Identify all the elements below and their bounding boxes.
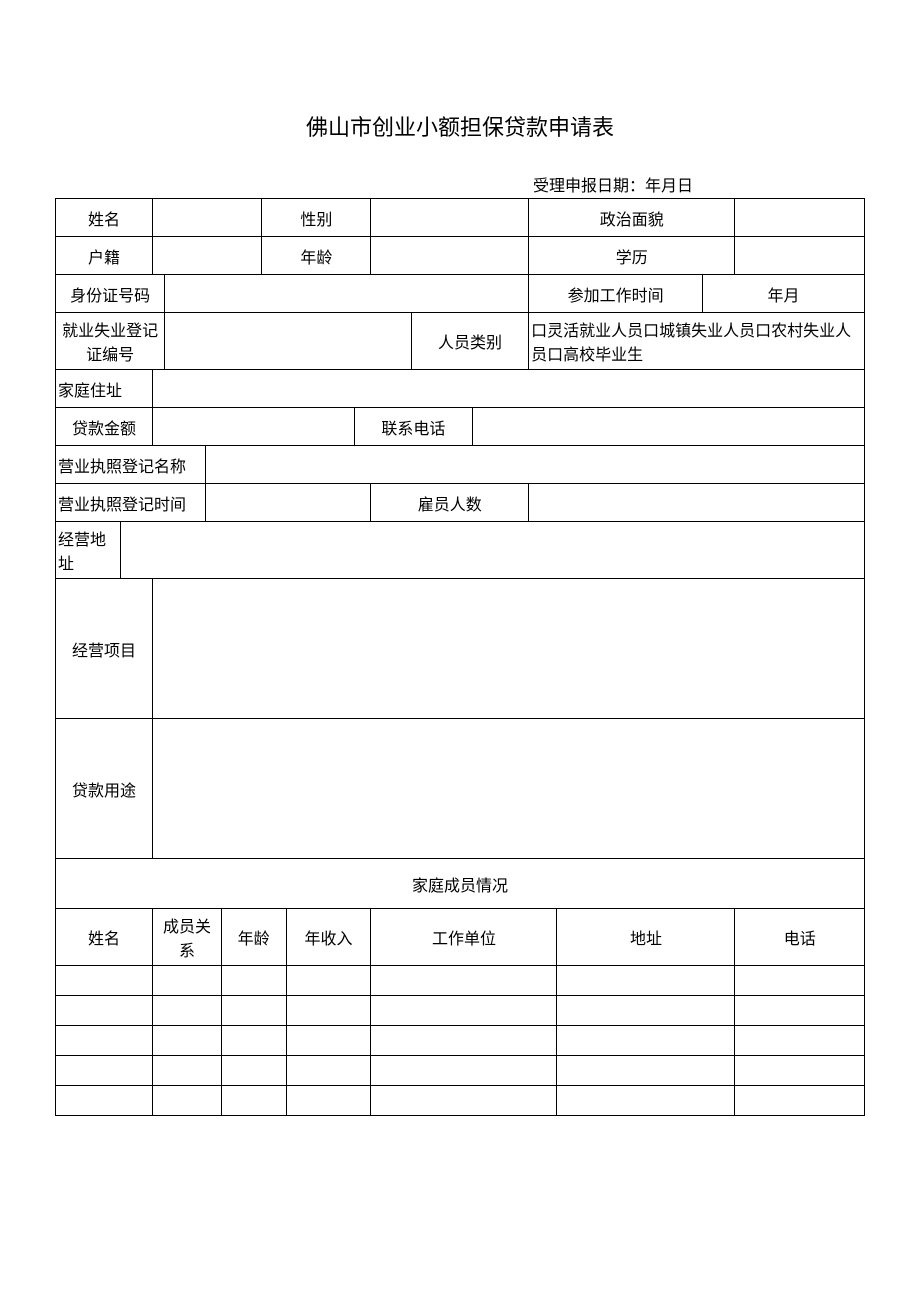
family-work-unit-cell[interactable] bbox=[371, 1026, 557, 1056]
field-biz-license-time[interactable] bbox=[205, 484, 371, 522]
family-row bbox=[56, 966, 865, 996]
family-phone-cell[interactable] bbox=[735, 1086, 865, 1116]
field-age[interactable] bbox=[371, 237, 529, 275]
family-address-cell[interactable] bbox=[557, 1026, 735, 1056]
label-family-phone: 电话 bbox=[735, 909, 865, 966]
family-name-cell[interactable] bbox=[56, 1026, 153, 1056]
family-row bbox=[56, 1056, 865, 1086]
family-relation-cell[interactable] bbox=[153, 1086, 222, 1116]
label-employee-count: 雇员人数 bbox=[371, 484, 529, 522]
label-family-age: 年龄 bbox=[221, 909, 286, 966]
field-employee-count[interactable] bbox=[529, 484, 865, 522]
family-income-cell[interactable] bbox=[286, 1026, 371, 1056]
label-political: 政治面貌 bbox=[529, 199, 735, 237]
label-biz-address: 经营地址 bbox=[56, 522, 121, 579]
family-name-cell[interactable] bbox=[56, 1086, 153, 1116]
field-id-number[interactable] bbox=[165, 275, 529, 313]
family-age-cell[interactable] bbox=[221, 1026, 286, 1056]
label-household: 户籍 bbox=[56, 237, 153, 275]
family-phone-cell[interactable] bbox=[735, 1026, 865, 1056]
family-name-cell[interactable] bbox=[56, 1056, 153, 1086]
label-family-name: 姓名 bbox=[56, 909, 153, 966]
family-relation-cell[interactable] bbox=[153, 966, 222, 996]
label-unemployment-cert: 就业失业登记证编号 bbox=[56, 313, 165, 370]
family-name-cell[interactable] bbox=[56, 966, 153, 996]
field-home-address[interactable] bbox=[153, 370, 865, 408]
label-education: 学历 bbox=[529, 237, 735, 275]
family-age-cell[interactable] bbox=[221, 996, 286, 1026]
label-id-number: 身份证号码 bbox=[56, 275, 165, 313]
field-loan-purpose[interactable] bbox=[153, 719, 865, 859]
family-address-cell[interactable] bbox=[557, 966, 735, 996]
label-family-work-unit: 工作单位 bbox=[371, 909, 557, 966]
field-work-start[interactable]: 年月 bbox=[703, 275, 865, 313]
label-family-relation: 成员关系 bbox=[153, 909, 222, 966]
family-income-cell[interactable] bbox=[286, 1086, 371, 1116]
application-form-table: 姓名 性别 政治面貌 户籍 年龄 学历 身份证号码 参加工作时间 年月 就业失业… bbox=[55, 198, 865, 1116]
label-loan-purpose: 贷款用途 bbox=[56, 719, 153, 859]
label-family-section: 家庭成员情况 bbox=[56, 859, 865, 909]
label-biz-project: 经营项目 bbox=[56, 579, 153, 719]
label-biz-license-name: 营业执照登记名称 bbox=[56, 446, 206, 484]
form-title: 佛山市创业小额担保贷款申请表 bbox=[55, 110, 865, 142]
field-unemployment-cert[interactable] bbox=[165, 313, 412, 370]
label-work-start: 参加工作时间 bbox=[529, 275, 703, 313]
family-income-cell[interactable] bbox=[286, 996, 371, 1026]
family-phone-cell[interactable] bbox=[735, 1056, 865, 1086]
family-income-cell[interactable] bbox=[286, 966, 371, 996]
label-name: 姓名 bbox=[56, 199, 153, 237]
family-work-unit-cell[interactable] bbox=[371, 996, 557, 1026]
family-age-cell[interactable] bbox=[221, 1086, 286, 1116]
label-loan-amount: 贷款金额 bbox=[56, 408, 153, 446]
family-row bbox=[56, 1026, 865, 1056]
field-education[interactable] bbox=[735, 237, 865, 275]
field-person-type[interactable]: 口灵活就业人员口城镇失业人员口农村失业人员口高校毕业生 bbox=[529, 313, 865, 370]
label-gender: 性别 bbox=[262, 199, 371, 237]
field-biz-license-name[interactable] bbox=[205, 446, 864, 484]
acceptance-date-line: 受理申报日期：年月日 bbox=[55, 172, 865, 196]
family-work-unit-cell[interactable] bbox=[371, 966, 557, 996]
family-work-unit-cell[interactable] bbox=[371, 1086, 557, 1116]
label-biz-license-time: 营业执照登记时间 bbox=[56, 484, 206, 522]
label-family-address: 地址 bbox=[557, 909, 735, 966]
family-relation-cell[interactable] bbox=[153, 996, 222, 1026]
field-loan-amount[interactable] bbox=[153, 408, 355, 446]
field-phone[interactable] bbox=[472, 408, 864, 446]
field-political[interactable] bbox=[735, 199, 865, 237]
family-age-cell[interactable] bbox=[221, 1056, 286, 1086]
family-income-cell[interactable] bbox=[286, 1056, 371, 1086]
family-work-unit-cell[interactable] bbox=[371, 1056, 557, 1086]
family-relation-cell[interactable] bbox=[153, 1056, 222, 1086]
family-phone-cell[interactable] bbox=[735, 966, 865, 996]
field-biz-project[interactable] bbox=[153, 579, 865, 719]
family-address-cell[interactable] bbox=[557, 1056, 735, 1086]
family-phone-cell[interactable] bbox=[735, 996, 865, 1026]
label-home-address: 家庭住址 bbox=[56, 370, 153, 408]
field-biz-address[interactable] bbox=[120, 522, 864, 579]
family-relation-cell[interactable] bbox=[153, 1026, 222, 1056]
family-row bbox=[56, 996, 865, 1026]
field-name[interactable] bbox=[153, 199, 262, 237]
label-family-income: 年收入 bbox=[286, 909, 371, 966]
field-gender[interactable] bbox=[371, 199, 529, 237]
family-address-cell[interactable] bbox=[557, 1086, 735, 1116]
family-address-cell[interactable] bbox=[557, 996, 735, 1026]
label-person-type: 人员类别 bbox=[411, 313, 528, 370]
label-age: 年龄 bbox=[262, 237, 371, 275]
family-age-cell[interactable] bbox=[221, 966, 286, 996]
family-name-cell[interactable] bbox=[56, 996, 153, 1026]
family-row bbox=[56, 1086, 865, 1116]
label-phone: 联系电话 bbox=[355, 408, 472, 446]
field-household[interactable] bbox=[153, 237, 262, 275]
